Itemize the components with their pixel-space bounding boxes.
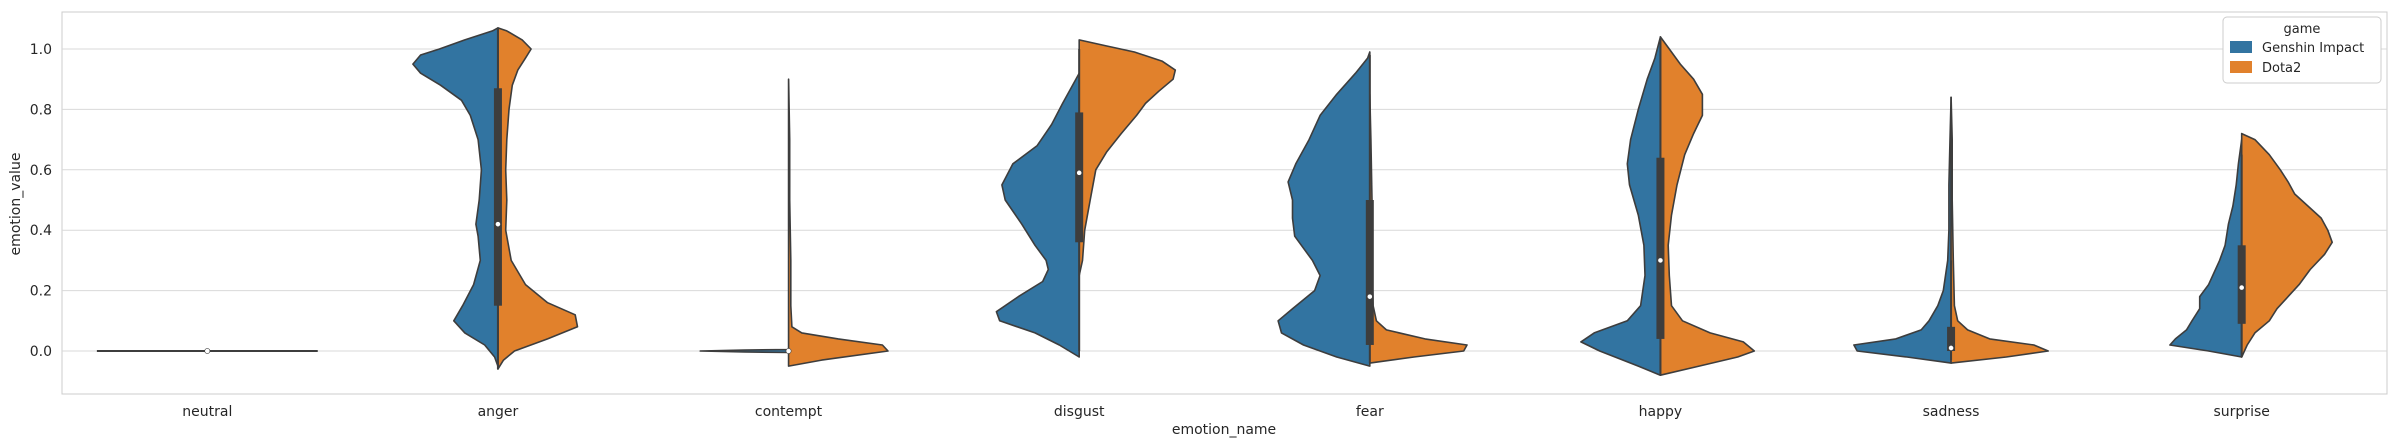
- box-iqr-sadness: [1947, 326, 1956, 351]
- violin-genshin-anger: [412, 27, 499, 367]
- y-tick-label: 0.6: [30, 163, 52, 179]
- legend-label-genshin: Genshin Impact: [2262, 41, 2364, 56]
- violin-genshin-sadness: [1853, 96, 1952, 364]
- legend: game Genshin Impact Dota2: [2222, 16, 2382, 84]
- box-median-contempt: [785, 348, 792, 354]
- x-axis-label: emotion_name: [1172, 422, 1276, 438]
- violin-genshin-fear: [1277, 51, 1371, 367]
- violin-genshin-disgust: [995, 72, 1080, 358]
- legend-title: game: [2284, 22, 2321, 37]
- x-tick-label: surprise: [2214, 404, 2270, 420]
- x-tick-label: contempt: [755, 404, 823, 420]
- violin-dota2-happy: [1659, 36, 1756, 376]
- y-tick-label: 0.0: [30, 344, 52, 360]
- legend-box: [2222, 16, 2382, 84]
- x-tick-label: anger: [478, 404, 519, 420]
- legend-swatch-dota2: [2230, 61, 2252, 73]
- box-iqr-surprise: [2237, 245, 2246, 324]
- box-iqr-disgust: [1075, 112, 1084, 243]
- violin-dota2-anger: [497, 27, 579, 370]
- box-median-neutral: [204, 348, 211, 354]
- legend-swatch-genshin: [2230, 41, 2252, 53]
- plot-frame: [61, 11, 2388, 395]
- box-median-disgust: [1076, 169, 1083, 176]
- violin-genshin-happy: [1580, 36, 1662, 376]
- y-tick-label: 0.8: [30, 102, 52, 118]
- x-axis-ticks: neutral anger contempt disgust fear happy sadn…: [182, 404, 2270, 420]
- y-tick-label: 0.2: [30, 284, 52, 300]
- x-tick-label: disgust: [1054, 404, 1105, 420]
- box-median-happy: [1657, 257, 1664, 264]
- violin-dota2-disgust: [1078, 39, 1177, 277]
- box-iqr-anger: [493, 88, 502, 306]
- inner-boxes: [204, 27, 2246, 376]
- y-axis-ticks: 0.0 0.2 0.4 0.6 0.8 1.0: [30, 42, 52, 360]
- violin-genshin-surprise: [2169, 138, 2243, 358]
- violin-dota2-contempt: [787, 78, 889, 367]
- violin-dota2-surprise: [2240, 132, 2333, 358]
- y-axis-label: emotion_value: [8, 153, 24, 256]
- x-tick-label: happy: [1639, 404, 1683, 420]
- box-iqr-happy: [1656, 157, 1665, 339]
- box-median-anger: [495, 221, 501, 228]
- y-tick-label: 0.4: [30, 223, 52, 239]
- violins: [96, 27, 2333, 376]
- legend-label-dota2: Dota2: [2262, 61, 2301, 76]
- box-iqr-fear: [1365, 200, 1374, 345]
- violin-dota2-sadness: [1950, 96, 2049, 364]
- violin-genshin-contempt: [699, 348, 790, 354]
- box-median-sadness: [1948, 345, 1954, 351]
- box-median-fear: [1366, 293, 1373, 300]
- x-tick-label: sadness: [1923, 404, 1980, 420]
- box-median-surprise: [2238, 284, 2245, 291]
- x-tick-label: neutral: [182, 404, 232, 420]
- x-tick-label: fear: [1356, 404, 1384, 420]
- y-tick-label: 1.0: [30, 42, 52, 58]
